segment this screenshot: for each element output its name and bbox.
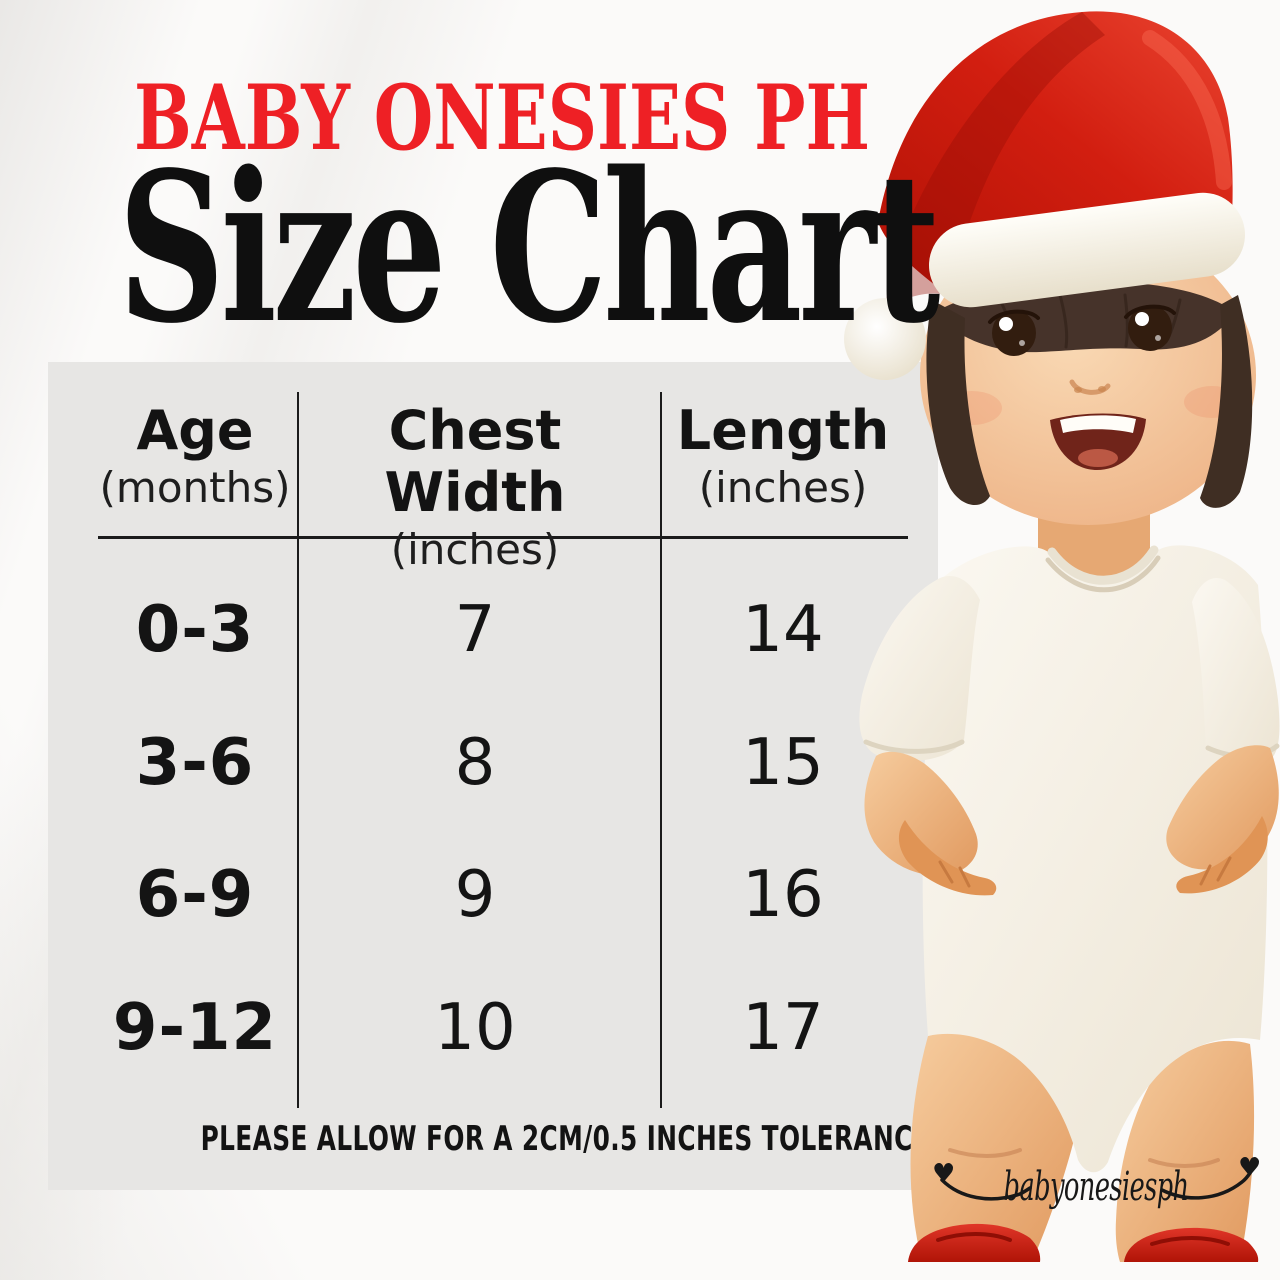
column-label: Length (676, 399, 890, 462)
chest-cell: 10 (434, 991, 516, 1065)
size-table-panel: Age (months) Chest Width (inches) Length… (48, 362, 1026, 1190)
length-cell: 16 (742, 858, 824, 932)
chest-cell: 7 (454, 593, 496, 667)
table-row: 3-6 8 15 (48, 717, 938, 809)
age-cell: 6-9 (135, 858, 255, 932)
column-unit: (inches) (698, 463, 868, 512)
length-cell: 17 (742, 991, 824, 1065)
column-divider (297, 392, 299, 1108)
column-unit: (inches) (390, 525, 560, 574)
tolerance-note-text: PLEASE ALLOW FOR A 2CM/0.5 INCHES TOLERA… (200, 1119, 1026, 1159)
length-cell: 15 (742, 726, 824, 800)
table-row: 6-9 9 16 (48, 849, 938, 941)
table-row: 9-12 10 17 (48, 982, 938, 1074)
table-row: 0-3 7 14 (48, 584, 938, 676)
column-header-chest-width: Chest Width (inches) (310, 400, 640, 576)
chest-cell: 8 (454, 726, 496, 800)
column-label: Age (136, 399, 254, 462)
tolerance-note: PLEASE ALLOW FOR A 2CM/0.5 INCHES TOLERA… (48, 1118, 1026, 1160)
age-cell: 0-3 (135, 593, 255, 667)
age-cell: 3-6 (135, 726, 255, 800)
column-header-length: Length (inches) (648, 400, 918, 514)
header-divider (98, 536, 908, 539)
column-divider (660, 392, 662, 1108)
age-cell: 9-12 (112, 991, 278, 1065)
column-label: Chest Width (384, 399, 566, 524)
column-unit: (months) (99, 463, 291, 512)
chest-cell: 9 (454, 858, 496, 932)
length-cell: 14 (742, 593, 824, 667)
column-header-age: Age (months) (55, 400, 335, 514)
